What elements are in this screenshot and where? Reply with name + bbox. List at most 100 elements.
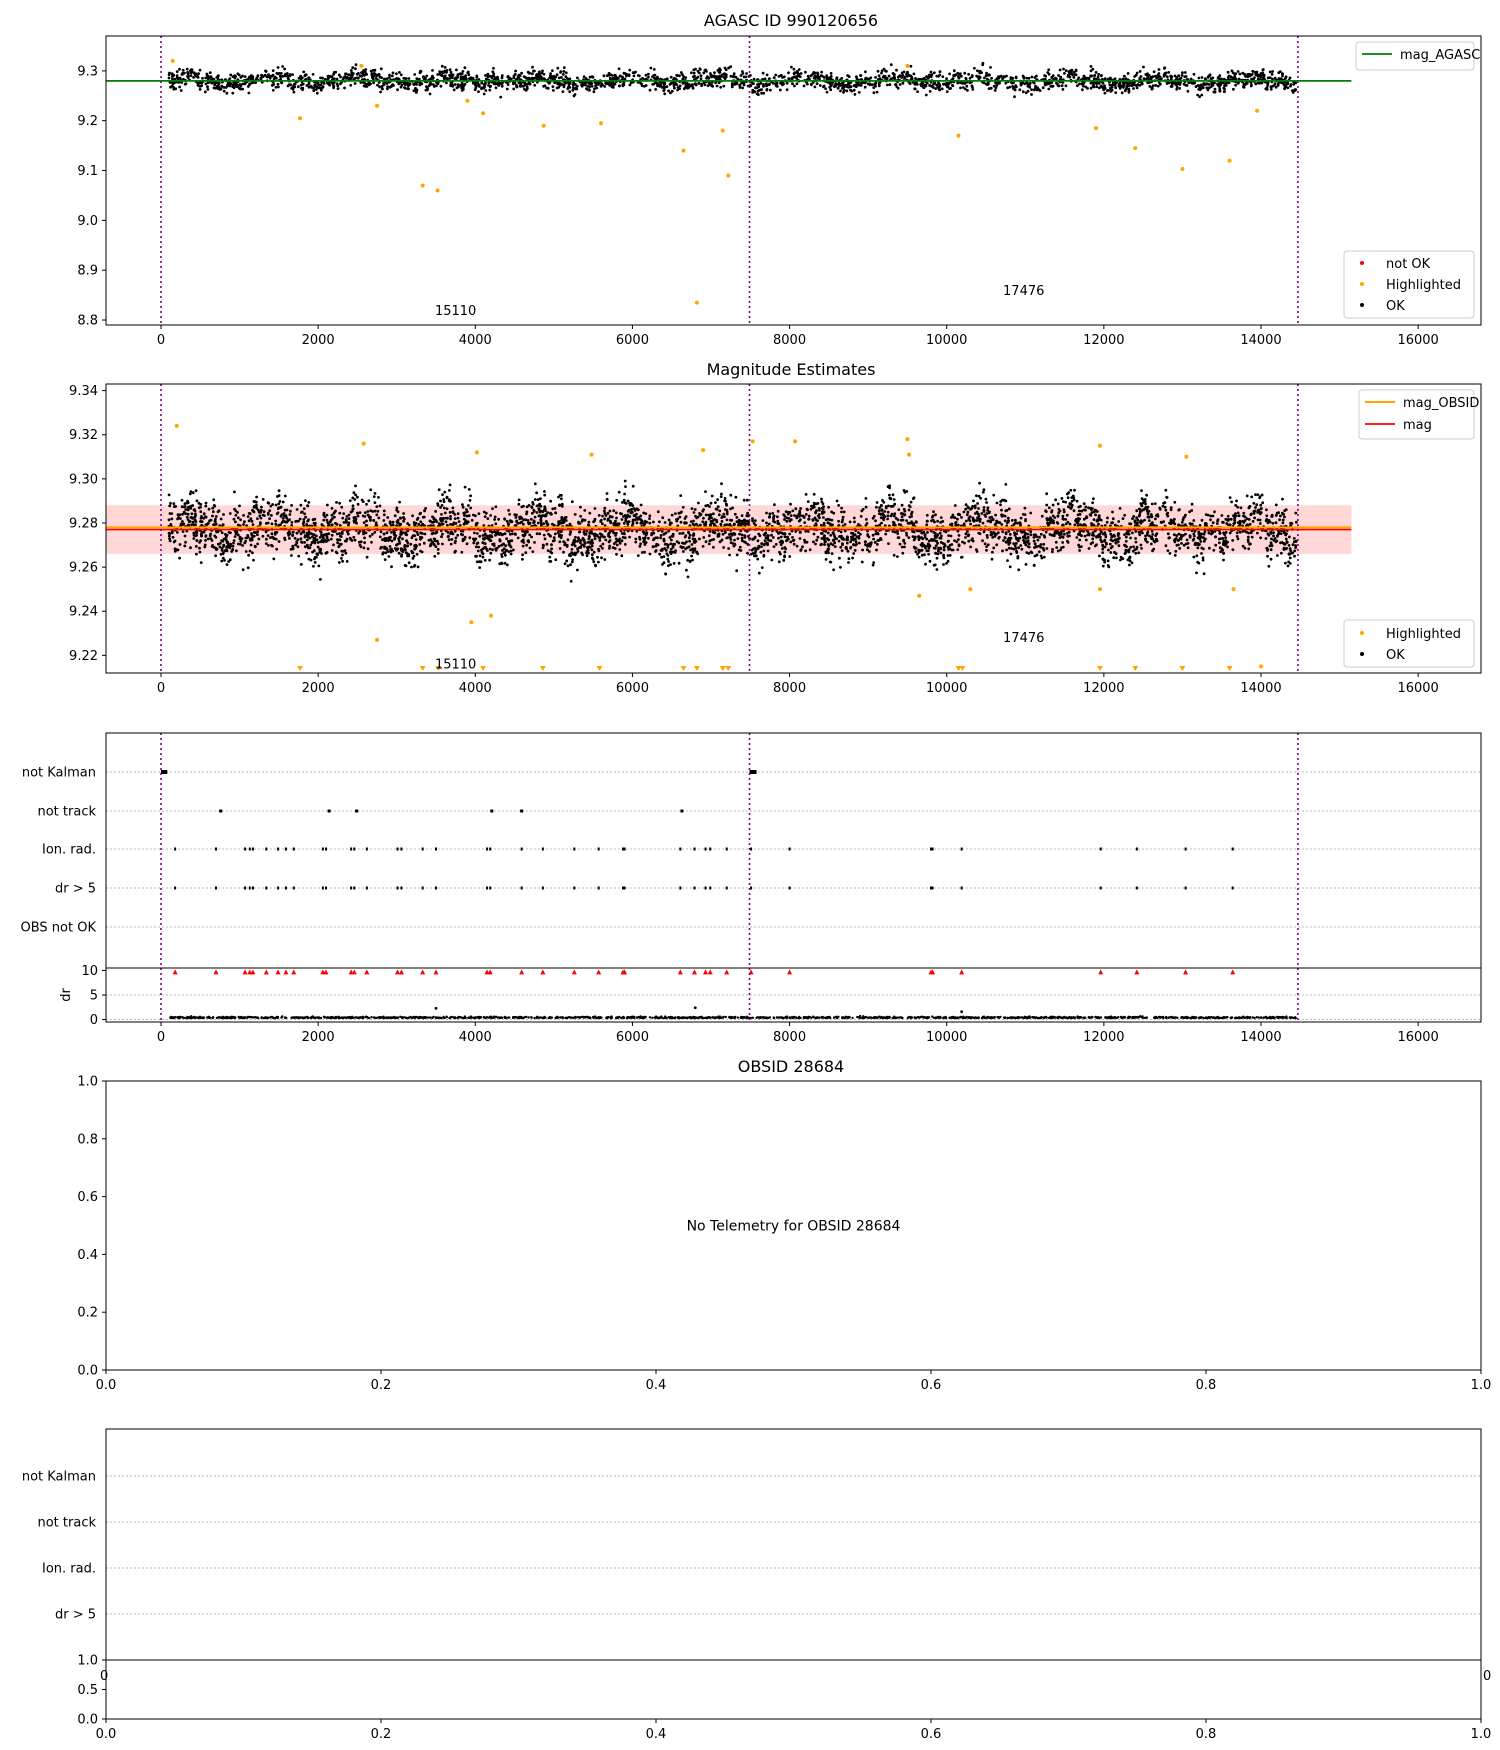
ok-point bbox=[761, 71, 765, 75]
ok-point bbox=[520, 505, 524, 509]
ok-point bbox=[703, 68, 707, 72]
ok-point bbox=[186, 75, 189, 78]
ok-point bbox=[365, 555, 369, 559]
ok-point bbox=[1056, 82, 1059, 86]
ok-point bbox=[242, 514, 246, 517]
ok-point bbox=[476, 549, 480, 553]
ok-point bbox=[377, 73, 381, 76]
ok-point bbox=[883, 77, 887, 80]
ok-point bbox=[1032, 536, 1036, 539]
ok-point bbox=[351, 504, 355, 508]
ok-point bbox=[1173, 74, 1177, 78]
ok-point bbox=[1254, 72, 1258, 76]
ok-point bbox=[1146, 76, 1149, 79]
ok-point bbox=[825, 75, 828, 79]
ok-point bbox=[265, 75, 269, 79]
ok-point bbox=[888, 493, 891, 497]
ok-point bbox=[1259, 72, 1263, 75]
ok-point bbox=[822, 516, 825, 519]
ok-point bbox=[483, 558, 487, 562]
ok-point bbox=[677, 561, 681, 565]
ok-point bbox=[302, 70, 306, 74]
ok-point bbox=[1039, 532, 1043, 536]
ok-point bbox=[428, 92, 432, 96]
ok-point bbox=[235, 85, 239, 88]
ok-point bbox=[363, 511, 367, 514]
ok-point bbox=[209, 75, 213, 79]
ok-point bbox=[1247, 535, 1250, 539]
ok-point bbox=[980, 512, 984, 515]
ok-point bbox=[187, 505, 191, 509]
ok-point bbox=[1041, 86, 1045, 90]
ok-point bbox=[893, 77, 896, 80]
ok-point bbox=[641, 76, 644, 80]
ok-point bbox=[1055, 77, 1058, 81]
ok-point bbox=[847, 75, 851, 78]
ok-point bbox=[952, 69, 956, 73]
ok-point bbox=[199, 561, 203, 564]
ok-point bbox=[1273, 76, 1277, 80]
ok-point bbox=[607, 72, 611, 76]
ok-point bbox=[718, 540, 722, 544]
ok-point bbox=[1198, 524, 1202, 527]
ok-point bbox=[1072, 509, 1076, 513]
ok-point bbox=[799, 72, 803, 75]
ok-point bbox=[576, 539, 579, 543]
ok-point bbox=[356, 76, 360, 80]
ok-point bbox=[1037, 550, 1041, 554]
ok-point bbox=[533, 83, 537, 87]
ok-point bbox=[597, 560, 600, 564]
ok-point bbox=[1265, 514, 1269, 518]
ok-point bbox=[181, 71, 185, 75]
ok-point bbox=[731, 75, 735, 79]
ok-point bbox=[876, 69, 880, 73]
ok-point bbox=[1057, 74, 1060, 77]
ok-point bbox=[179, 89, 183, 92]
ok-point bbox=[251, 523, 255, 526]
ok-point bbox=[661, 516, 665, 520]
ok-point bbox=[525, 87, 529, 90]
ok-point bbox=[1003, 519, 1007, 523]
ok-point bbox=[1105, 520, 1109, 524]
highlighted-point bbox=[1180, 167, 1185, 172]
ok-point bbox=[246, 515, 250, 518]
ok-point bbox=[1137, 514, 1141, 518]
ok-point bbox=[1074, 73, 1078, 77]
ok-point bbox=[407, 561, 411, 565]
ok-point bbox=[1121, 517, 1125, 520]
ok-point bbox=[855, 77, 859, 81]
ok-point bbox=[1147, 519, 1151, 522]
ok-point bbox=[279, 77, 283, 81]
ok-point bbox=[685, 540, 688, 544]
ok-point bbox=[222, 551, 225, 555]
ok-point bbox=[558, 547, 562, 550]
ok-point bbox=[214, 520, 217, 523]
ok-point bbox=[1281, 497, 1284, 501]
x-tick-label: 6000 bbox=[616, 333, 649, 348]
ok-point bbox=[956, 517, 959, 521]
ok-point bbox=[1226, 545, 1229, 549]
ok-point bbox=[442, 506, 446, 510]
ok-point bbox=[853, 520, 856, 524]
ok-point bbox=[1125, 85, 1129, 89]
ok-point bbox=[1293, 89, 1297, 92]
ok-point bbox=[559, 71, 562, 74]
ok-point bbox=[676, 86, 680, 89]
ok-point bbox=[283, 67, 286, 71]
ok-point bbox=[1005, 548, 1008, 552]
obsid-annotation: 17476 bbox=[1003, 284, 1044, 299]
ok-point bbox=[588, 88, 591, 92]
ok-point bbox=[427, 84, 431, 87]
ok-point bbox=[956, 81, 960, 85]
ok-point bbox=[887, 74, 891, 78]
ok-point bbox=[447, 538, 451, 542]
ok-point bbox=[708, 530, 712, 533]
ok-point bbox=[1109, 532, 1113, 536]
ok-point bbox=[336, 87, 340, 90]
ok-point bbox=[573, 87, 577, 91]
ok-point bbox=[864, 76, 868, 80]
ok-point bbox=[488, 88, 492, 92]
ok-point bbox=[1202, 539, 1206, 543]
ok-point bbox=[962, 510, 966, 514]
ok-point bbox=[1281, 521, 1285, 525]
